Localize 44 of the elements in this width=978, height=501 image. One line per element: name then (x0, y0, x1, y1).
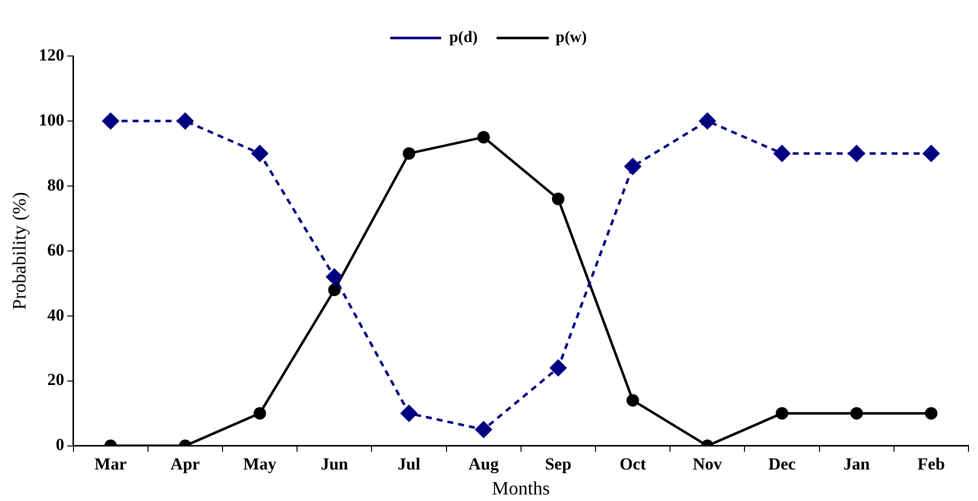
x-tick-label: Mar (94, 454, 128, 474)
y-axis-title: Probability (%) (9, 192, 30, 310)
point (102, 112, 119, 130)
y-tick-label: 20 (47, 370, 64, 390)
y-tick-label: 40 (47, 305, 64, 324)
legend-label: p(d) (449, 29, 478, 46)
point (699, 112, 716, 130)
point (176, 112, 194, 130)
point (776, 407, 788, 420)
point (848, 145, 865, 162)
x-axis-title: Months (492, 478, 550, 500)
x-tick-label: Sep (544, 454, 572, 474)
point (850, 407, 863, 420)
x-tick-label: Jan (843, 454, 870, 474)
x-tick-label: Jul (398, 454, 421, 474)
point (477, 130, 490, 144)
y-tick-label: 100 (38, 110, 64, 130)
x-tick-label: Oct (620, 454, 646, 474)
point (922, 145, 940, 162)
point (254, 407, 266, 420)
point (252, 145, 268, 162)
x-tick-label: Apr (170, 454, 200, 474)
y-tick-label: 80 (47, 175, 64, 194)
y-tick-label: 0 (56, 435, 64, 454)
point (774, 145, 790, 162)
point (626, 394, 640, 407)
x-tick-label: May (243, 454, 277, 474)
point (624, 158, 642, 175)
point (400, 405, 418, 422)
point (550, 360, 566, 376)
x-tick-label: Jun (320, 454, 349, 474)
legend-label: p(w) (556, 29, 587, 46)
y-tick-label: 60 (47, 240, 64, 260)
x-tick-label: Feb (918, 454, 945, 474)
point (552, 192, 564, 206)
y-tick-label: 120 (38, 45, 64, 64)
x-tick-label: Dec (768, 454, 796, 474)
point (326, 268, 343, 286)
x-tick-label: Nov (692, 454, 723, 474)
point (924, 407, 938, 420)
point (328, 284, 341, 296)
x-tick-label: Aug (468, 454, 500, 474)
point (402, 147, 416, 160)
point (475, 421, 492, 438)
